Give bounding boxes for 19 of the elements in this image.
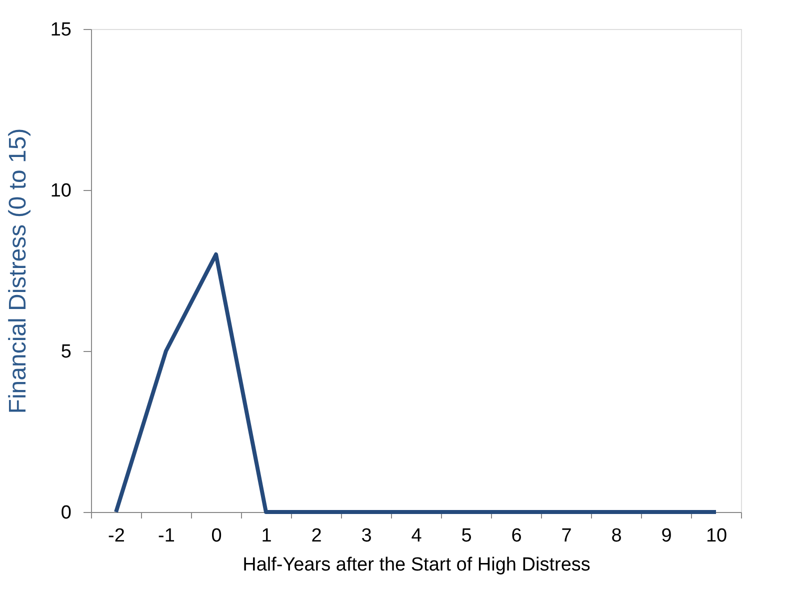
x-tick-label: 3 xyxy=(361,526,372,546)
x-tick-label: 1 xyxy=(261,526,272,546)
x-tick-label: 6 xyxy=(511,526,522,546)
x-tick-label: 2 xyxy=(311,526,322,546)
x-tick-label: 8 xyxy=(611,526,622,546)
x-tick-label: 9 xyxy=(661,526,672,546)
y-tick-label: 5 xyxy=(60,342,72,362)
x-tick-label: 10 xyxy=(706,526,728,546)
x-axis-title: Half-Years after the Start of High Distress xyxy=(242,554,590,576)
x-tick-label: 7 xyxy=(561,526,572,546)
x-tick-label: 0 xyxy=(211,526,222,546)
y-axis-title: Financial Distress (0 to 15) xyxy=(4,128,32,414)
x-tick-label: -1 xyxy=(158,526,175,546)
x-tick-label: 4 xyxy=(411,526,422,546)
y-tick-label: 15 xyxy=(50,20,72,40)
x-tick-label: -2 xyxy=(108,526,125,546)
x-tick-label: 5 xyxy=(461,526,472,546)
y-tick-label: 10 xyxy=(50,180,72,202)
y-tick-label: 0 xyxy=(60,502,72,524)
